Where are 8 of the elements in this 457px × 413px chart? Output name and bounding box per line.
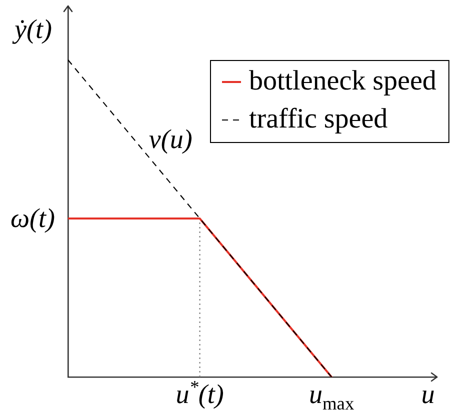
annotation: v(u)	[148, 124, 192, 154]
x-tick-label: u$_{max}$	[309, 379, 354, 413]
x-tick-label: u$^{*}$(t)	[176, 377, 224, 409]
legend-label: traffic speed	[249, 103, 388, 134]
x-axis-title: u	[421, 379, 435, 409]
y-axis-title: ẏ(t)	[14, 14, 52, 44]
text: ω(t)	[10, 202, 55, 233]
legend-label: bottleneck speed	[249, 65, 436, 96]
